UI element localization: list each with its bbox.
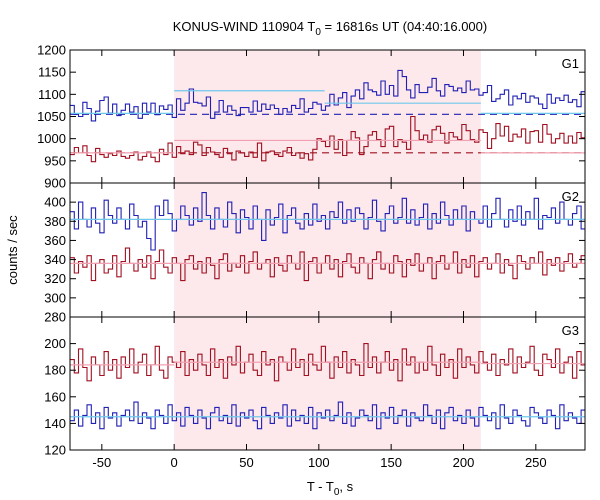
y-tick-label: 360 [44, 233, 66, 248]
y-tick-label: 1000 [37, 131, 66, 146]
y-tick-label: 1150 [38, 65, 66, 80]
x-tick-label: 250 [525, 455, 547, 470]
y-tick-label: 900 [44, 176, 66, 191]
y-tick-label: 280 [44, 310, 66, 325]
panel-g2: 280 300 320 340 360 380 400 G2 [44, 182, 586, 325]
y-tick-label: 200 [44, 336, 66, 351]
y-tick-label: 950 [44, 153, 66, 168]
y-tick-label: 320 [44, 271, 66, 286]
y-tick-label: 380 [44, 214, 66, 229]
chart-title: KONUS-WIND 110904 T0 = 16816s UT (04:40:… [173, 19, 487, 38]
y-tick-label: 120 [44, 443, 66, 458]
y-tick-label: 160 [44, 389, 66, 404]
title-suffix: = 16816s UT (04:40:16.000) [321, 19, 487, 34]
xlabel-suffix: , s [339, 479, 353, 494]
shaded-interval [174, 50, 481, 183]
plot-area [70, 69, 585, 163]
panel-g3: 120 140 160 180 200 -50 0 50 100 150 200 250 G3 [44, 316, 586, 470]
panel-label: G1 [562, 56, 579, 71]
series-red-lightcurve [70, 115, 585, 163]
y-tick-label: 340 [44, 252, 66, 267]
shaded-interval [174, 317, 481, 450]
y-tick-label: 1050 [37, 109, 66, 124]
panels-group: 90095010001050110011501200G1280300320340… [37, 43, 586, 470]
plot-area [70, 343, 585, 430]
y-tick-label: 180 [44, 363, 66, 378]
y-axis-label: counts / sec [5, 215, 20, 285]
series-blue-lightcurve [70, 192, 585, 251]
y-tick-label: 400 [44, 195, 66, 210]
title-subscript: 0 [315, 27, 321, 38]
xlabel-prefix: T - T [307, 479, 334, 494]
series-red-lightcurve [70, 247, 585, 282]
x-tick-label: 200 [453, 455, 475, 470]
y-tick-label: 140 [44, 416, 66, 431]
panel-label: G3 [562, 323, 579, 338]
x-axis-label: T - T0, s [307, 479, 354, 498]
x-tick-label: 0 [171, 455, 178, 470]
x-tick-label: -50 [92, 455, 111, 470]
shaded-interval [174, 183, 481, 317]
xlabel-subscript: 0 [334, 487, 340, 498]
plot-area [70, 192, 585, 282]
panel-g1: 900 950 1000 1050 1100 1150 1200 G1 [37, 43, 586, 191]
series-red-lightcurve [70, 343, 585, 382]
panel-label: G2 [562, 189, 579, 204]
x-tick-label: 150 [380, 455, 402, 470]
x-tick-label: 100 [308, 455, 330, 470]
y-tick-label: 1200 [37, 43, 66, 58]
title-prefix: KONUS-WIND 110904 T [173, 19, 316, 34]
y-tick-label: 1100 [38, 87, 66, 102]
series-blue-lightcurve [70, 401, 585, 430]
panel-frame [69, 316, 586, 451]
y-tick-label: 300 [44, 290, 66, 305]
series-blue-lightcurve [70, 69, 585, 122]
x-tick-label: 50 [239, 455, 253, 470]
